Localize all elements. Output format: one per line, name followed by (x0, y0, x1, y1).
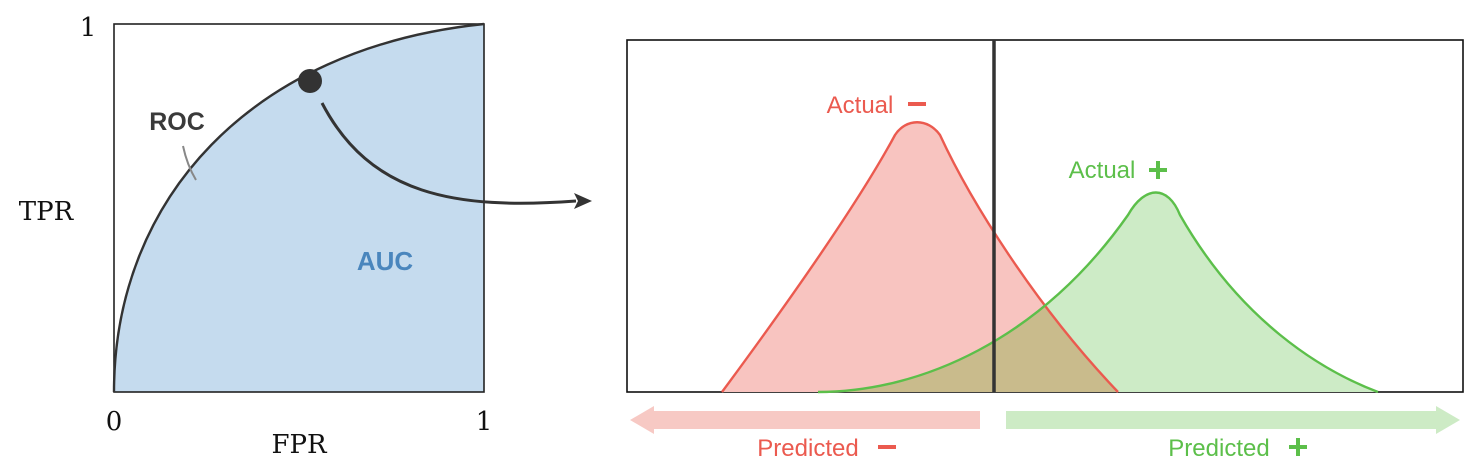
arrowhead-icon (574, 193, 592, 209)
predicted-negative-arrow (630, 406, 980, 434)
negative-distribution-curve (721, 121, 1119, 393)
x-axis-min-label: 0 (106, 407, 123, 437)
y-axis-label: TPR (19, 197, 75, 227)
left-arrowhead-icon (630, 406, 654, 434)
auc-area (114, 24, 484, 392)
x-axis-max-label: 1 (476, 407, 493, 437)
plus-icon (1289, 438, 1307, 456)
roc-curve-label: ROC (149, 108, 205, 136)
roc-panel: 1 TPR 0 1 FPR ROC AUC (19, 13, 492, 460)
roc-curve (112, 22, 485, 393)
threshold-point (298, 69, 322, 93)
plus-icon (1149, 161, 1167, 179)
x-axis-label: FPR (271, 430, 328, 460)
actual-positive-label: Actual (1069, 157, 1136, 184)
minus-icon (908, 102, 926, 106)
positive-distribution-fill (818, 192, 1378, 392)
auc-label: AUC (357, 246, 414, 276)
positive-distribution-curve (817, 191, 1379, 394)
roc-plot-frame (113, 23, 485, 393)
roc-label-leader (182, 145, 197, 181)
actual-negative-label: Actual (827, 92, 894, 119)
predicted-positive-label: Predicted (1168, 435, 1269, 462)
predicted-negative-label: Predicted (757, 435, 858, 462)
right-arrowhead-icon (1436, 406, 1460, 434)
threshold-connector-arrow (320, 102, 592, 209)
minus-icon (878, 445, 896, 449)
y-axis-max-label: 1 (80, 13, 97, 43)
distribution-panel: Actual Actual (626, 39, 1464, 394)
predicted-positive-arrow (1006, 406, 1460, 434)
